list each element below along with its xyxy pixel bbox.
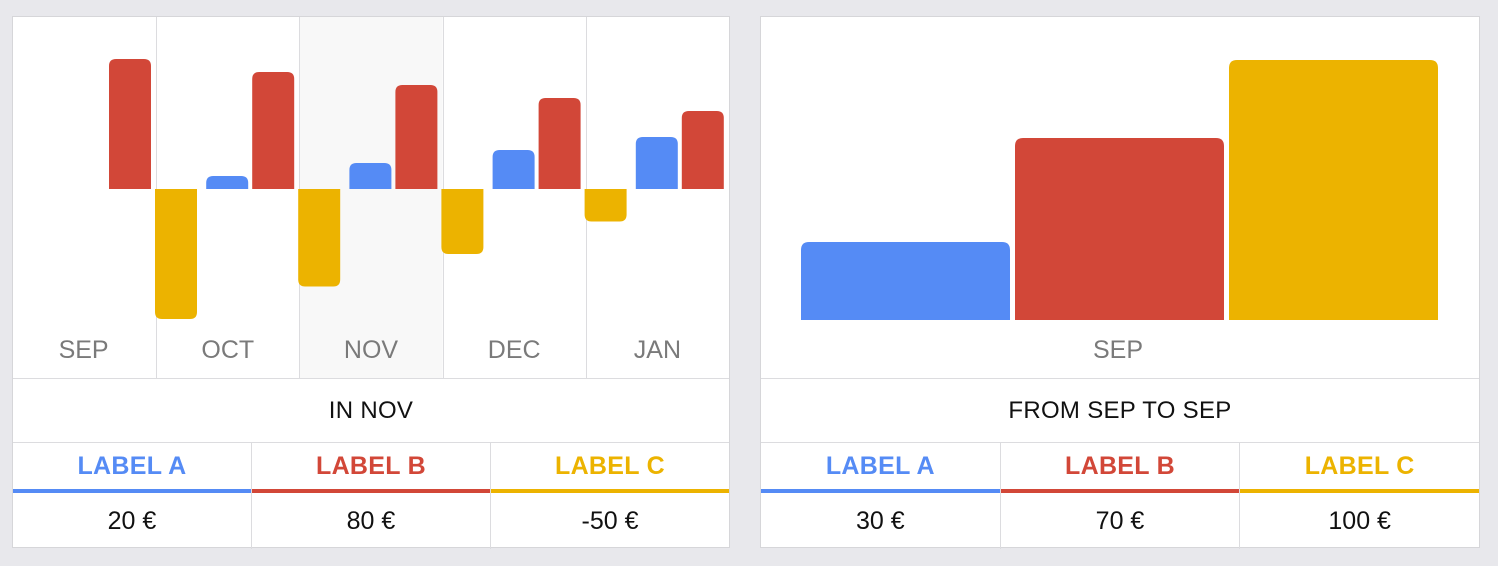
bar-label-a-jan[interactable] [635,137,678,189]
legend-value: 80 € [346,506,396,535]
bar-label-c-sep[interactable] [155,189,197,319]
bar-label-b-oct[interactable] [252,72,295,189]
bar-label-b[interactable] [1015,138,1224,320]
legend-value: 30 € [856,506,905,535]
legend-label: LABEL B [1000,443,1240,493]
legend-value: -50 € [581,506,639,535]
legend-label: LABEL B [252,443,490,493]
range-chart-panel: SEP FROM SEP TO SEP LABEL A 30 € LABEL B… [760,16,1480,549]
month-tick-label: JAN [634,336,681,364]
legend-label: LABEL A [761,443,1000,493]
legend-item-a: LABEL A 20 € [13,443,252,549]
legend-item-c: LABEL C -50 € [491,443,729,549]
bar-label-c-dec[interactable] [584,189,627,222]
month-tick-label: OCT [201,336,254,364]
bar-label-b-nov[interactable] [395,85,438,189]
bar-label-c[interactable] [1229,60,1438,320]
bar-label-a[interactable] [801,242,1010,320]
legend-item-b: LABEL B 80 € [252,443,491,549]
chart-caption: FROM SEP TO SEP [761,378,1479,443]
bar-label-a-nov[interactable] [349,163,392,189]
bar-label-b-jan[interactable] [681,111,724,189]
month-tick-label: SEP [59,336,109,364]
legend-label: LABEL C [1240,443,1480,493]
bar-label-c-oct[interactable] [298,189,341,287]
bar-label-b-sep[interactable] [109,59,151,189]
monthly-chart-panel: SEP OCT NOV DEC JAN IN NOV LABEL A 20 € LABE… [12,16,730,549]
legend-value: 20 € [107,506,157,535]
legend-item-b: LABEL B 70 € [1000,443,1241,549]
legend-value: 100 € [1328,506,1391,535]
range-bar-chart[interactable]: SEP [761,17,1479,378]
legend-item-c: LABEL C 100 € [1240,443,1480,549]
chart-caption: IN NOV [13,378,729,443]
bar-label-a-oct[interactable] [206,176,249,189]
month-tick-label: DEC [488,336,541,364]
bar-label-b-dec[interactable] [538,98,581,189]
monthly-bar-chart[interactable]: SEP OCT NOV DEC JAN [13,17,729,378]
legend-item-a: LABEL A 30 € [761,443,1001,549]
bar-label-c-nov[interactable] [441,189,484,254]
month-tick-label: NOV [344,336,399,364]
legend-value: 70 € [1095,506,1145,535]
bar-label-a-dec[interactable] [492,150,535,189]
legend-table: LABEL A 30 € LABEL B 70 € LABEL C 100 € [761,443,1480,549]
legend-label: LABEL A [13,443,251,493]
legend-label: LABEL C [491,443,729,493]
legend-table: LABEL A 20 € LABEL B 80 € LABEL C -50 € [13,443,729,549]
month-tick-label: SEP [1093,336,1143,364]
